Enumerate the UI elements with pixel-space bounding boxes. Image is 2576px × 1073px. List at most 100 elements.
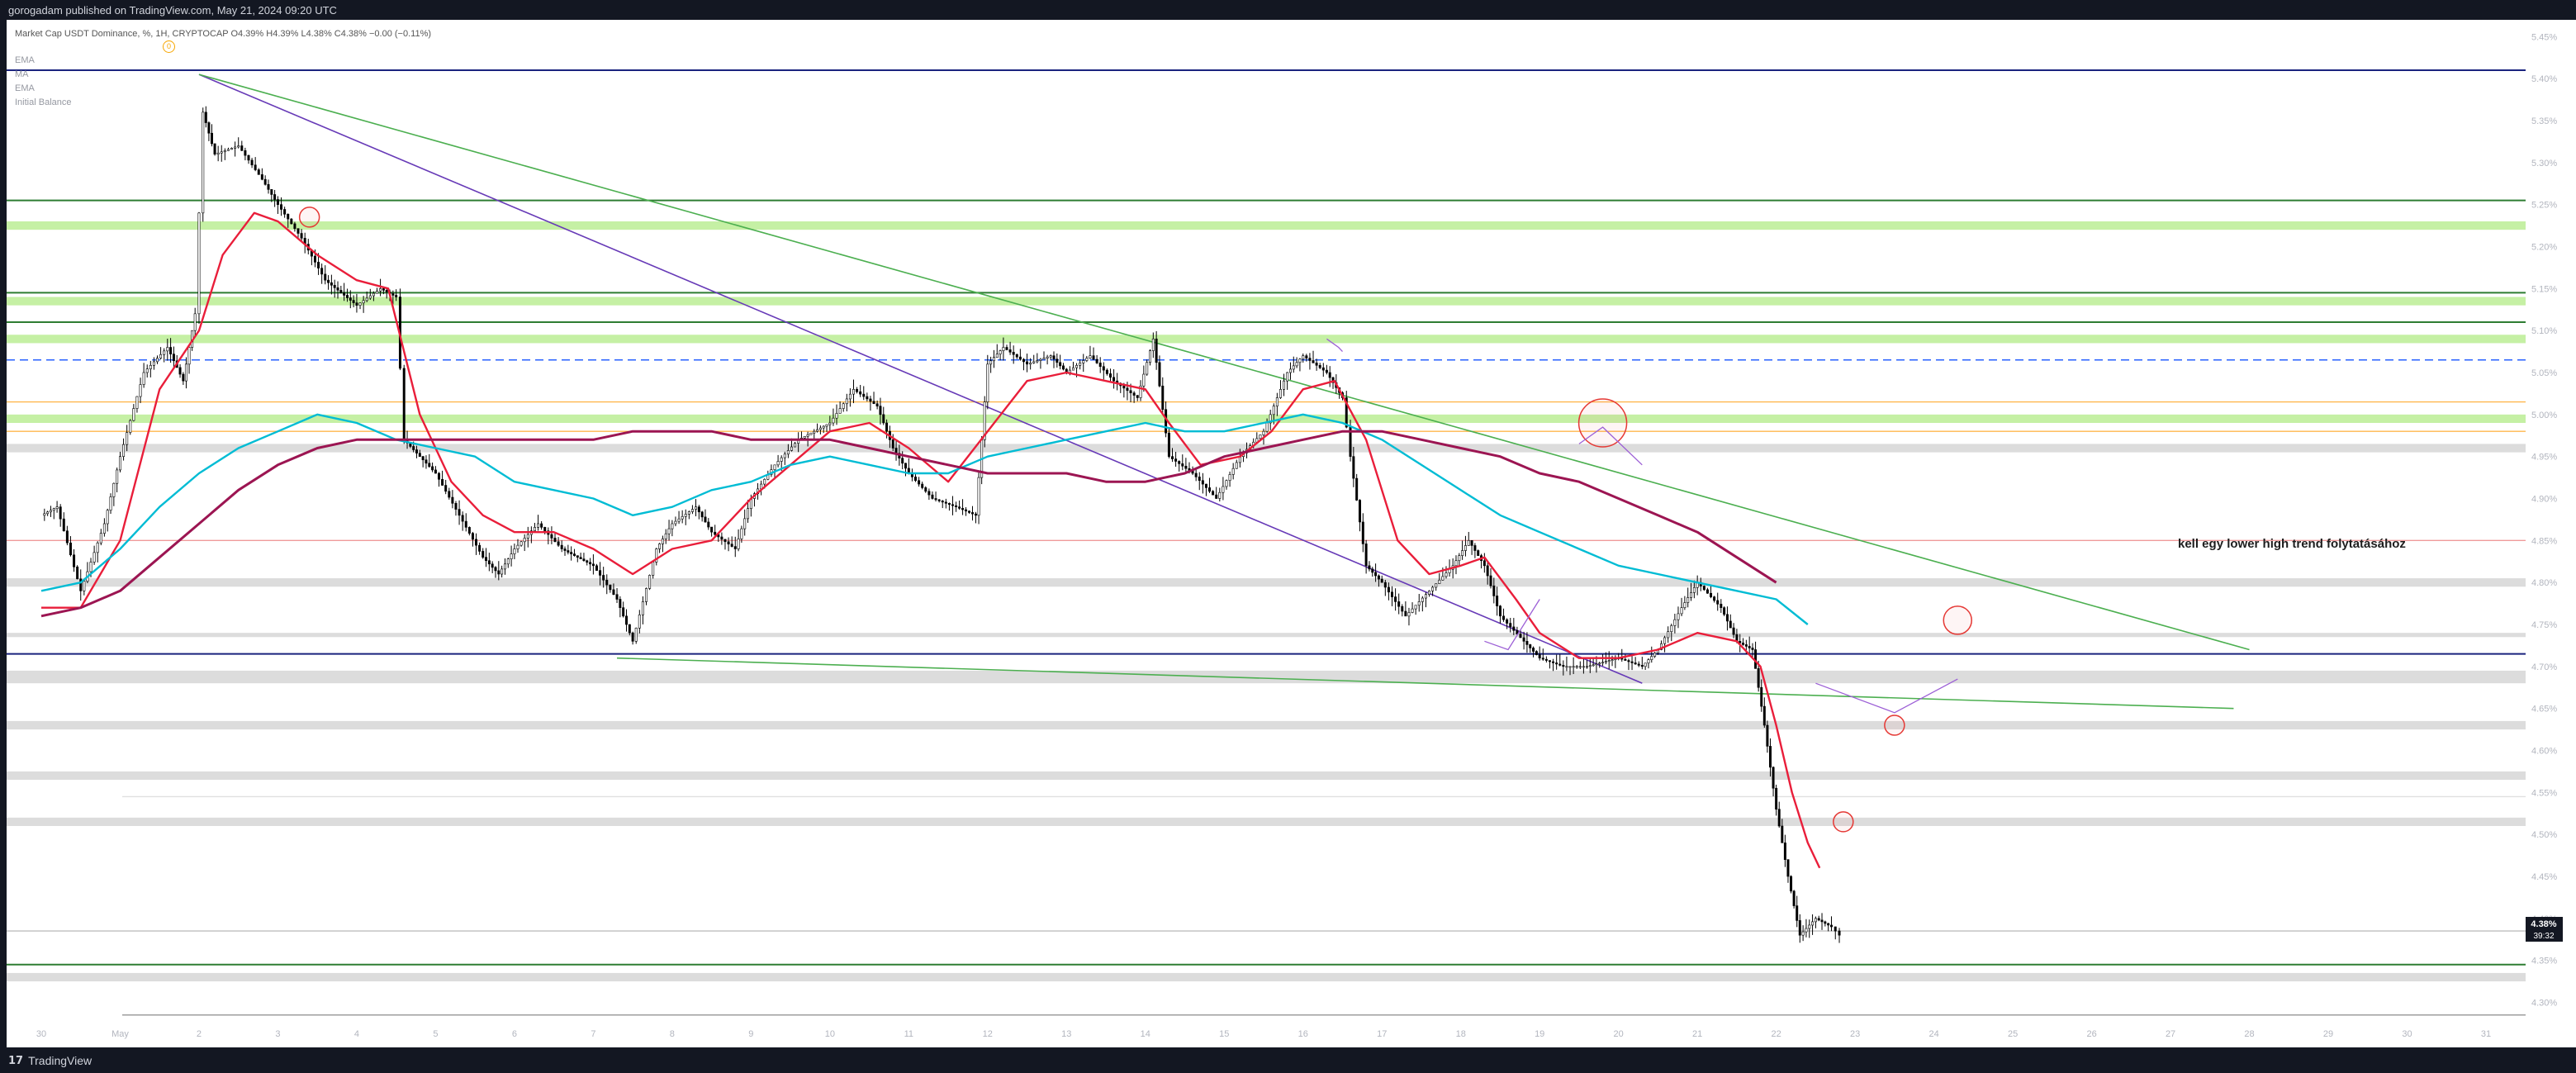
candle-body <box>572 553 576 556</box>
candle-body <box>1798 920 1801 936</box>
candle-body <box>674 520 677 525</box>
candle-body <box>244 150 247 156</box>
ma-line <box>40 413 1809 625</box>
candle-body <box>1358 500 1361 523</box>
candle-body <box>1288 368 1292 373</box>
indicator-ema-slow[interactable]: EMA <box>15 83 35 93</box>
candle-body <box>1760 686 1763 707</box>
ema-slow-line <box>40 430 1777 618</box>
candle-body <box>418 453 421 457</box>
candle-body <box>1811 921 1815 926</box>
candle-body <box>482 551 485 558</box>
candle-body <box>1049 355 1052 358</box>
y-tick-label: 4.65% <box>2531 705 2557 715</box>
candle-body <box>1042 358 1046 360</box>
x-tick-label: 23 <box>1850 1029 1860 1039</box>
candle-body <box>809 432 813 435</box>
candle-body <box>622 607 625 617</box>
y-tick-label: 4.35% <box>2531 957 2557 966</box>
zone-5 <box>7 578 2526 587</box>
x-tick-label: 20 <box>1614 1029 1624 1039</box>
candle-body <box>395 295 398 297</box>
candle-body <box>1690 592 1693 598</box>
candle-body <box>944 501 947 504</box>
candle-body <box>1298 358 1302 363</box>
published-line: gorogadam published on TradingView.com, … <box>8 4 337 17</box>
indicator-count-badge[interactable]: 0 <box>163 40 175 53</box>
candle-body <box>1640 665 1644 667</box>
brand-name: TradingView <box>28 1054 93 1067</box>
x-tick-label: 24 <box>1928 1029 1938 1039</box>
candle-body <box>1361 521 1364 544</box>
candle-body <box>1742 643 1745 645</box>
candle-body <box>500 568 504 575</box>
candle-body <box>287 213 290 220</box>
candle-body <box>1181 463 1184 467</box>
x-tick-label: 8 <box>670 1029 675 1039</box>
candle-body <box>1098 363 1102 368</box>
candle-body <box>1315 363 1318 366</box>
candle-body <box>355 302 358 306</box>
candle-body <box>961 508 965 510</box>
candle-body <box>1167 432 1170 457</box>
candle-body <box>438 472 441 480</box>
candle-body <box>1026 361 1029 365</box>
candle-body <box>270 189 273 195</box>
candle-body <box>589 562 592 565</box>
candle-body <box>1269 414 1272 424</box>
candle-body <box>1417 601 1421 606</box>
indicator-initial-balance[interactable]: Initial Balance <box>15 97 72 107</box>
candle-body <box>1364 544 1368 567</box>
candle-body <box>464 520 467 528</box>
candle-body <box>421 456 425 461</box>
candle-body <box>1286 372 1289 382</box>
candle-body <box>471 533 474 540</box>
zone-9 <box>7 771 2526 781</box>
candle-body <box>210 132 213 145</box>
candle-body <box>641 601 644 615</box>
candle-body <box>506 558 510 565</box>
candle-body <box>885 422 889 432</box>
candle-body <box>1092 355 1095 360</box>
x-tick-label: 7 <box>591 1029 595 1039</box>
candle-body <box>1808 924 1811 929</box>
candle-body <box>872 401 875 405</box>
candle-body <box>609 584 612 591</box>
candle-body <box>763 478 766 485</box>
candle-body <box>828 422 832 425</box>
candle-body <box>1541 658 1544 660</box>
candle-body <box>634 628 638 642</box>
candle-body <box>1516 629 1519 634</box>
candle-body <box>1820 919 1824 923</box>
indicator-ma[interactable]: MA <box>15 69 29 79</box>
candle-body <box>1308 358 1312 361</box>
candle-body <box>780 457 783 462</box>
candle-body <box>567 550 570 553</box>
y-tick-label: 5.00% <box>2531 411 2557 420</box>
candle-body <box>1059 362 1062 367</box>
candle-body <box>1483 560 1486 567</box>
candle-body <box>172 354 175 362</box>
candle-body <box>382 288 385 291</box>
candle-body <box>333 284 336 288</box>
candle-body <box>339 290 343 293</box>
candle-body <box>1184 465 1188 469</box>
candle-body <box>372 292 375 297</box>
candle-body <box>1052 355 1056 360</box>
candle-body <box>1519 634 1522 639</box>
candle-body <box>1279 389 1282 398</box>
candle-body <box>671 523 674 529</box>
candle-body <box>1627 660 1630 662</box>
candle-body <box>1461 550 1464 556</box>
zone-11 <box>7 972 2526 982</box>
x-tick-label: 16 <box>1298 1029 1308 1039</box>
candle-body <box>283 209 287 215</box>
candle-body <box>497 570 500 575</box>
indicator-ema-fast[interactable]: EMA <box>15 55 35 65</box>
candle-body <box>358 302 362 306</box>
candle-body <box>1036 360 1039 363</box>
candle-body <box>1723 607 1726 615</box>
candle-body <box>856 389 859 392</box>
candle-body <box>832 417 835 424</box>
